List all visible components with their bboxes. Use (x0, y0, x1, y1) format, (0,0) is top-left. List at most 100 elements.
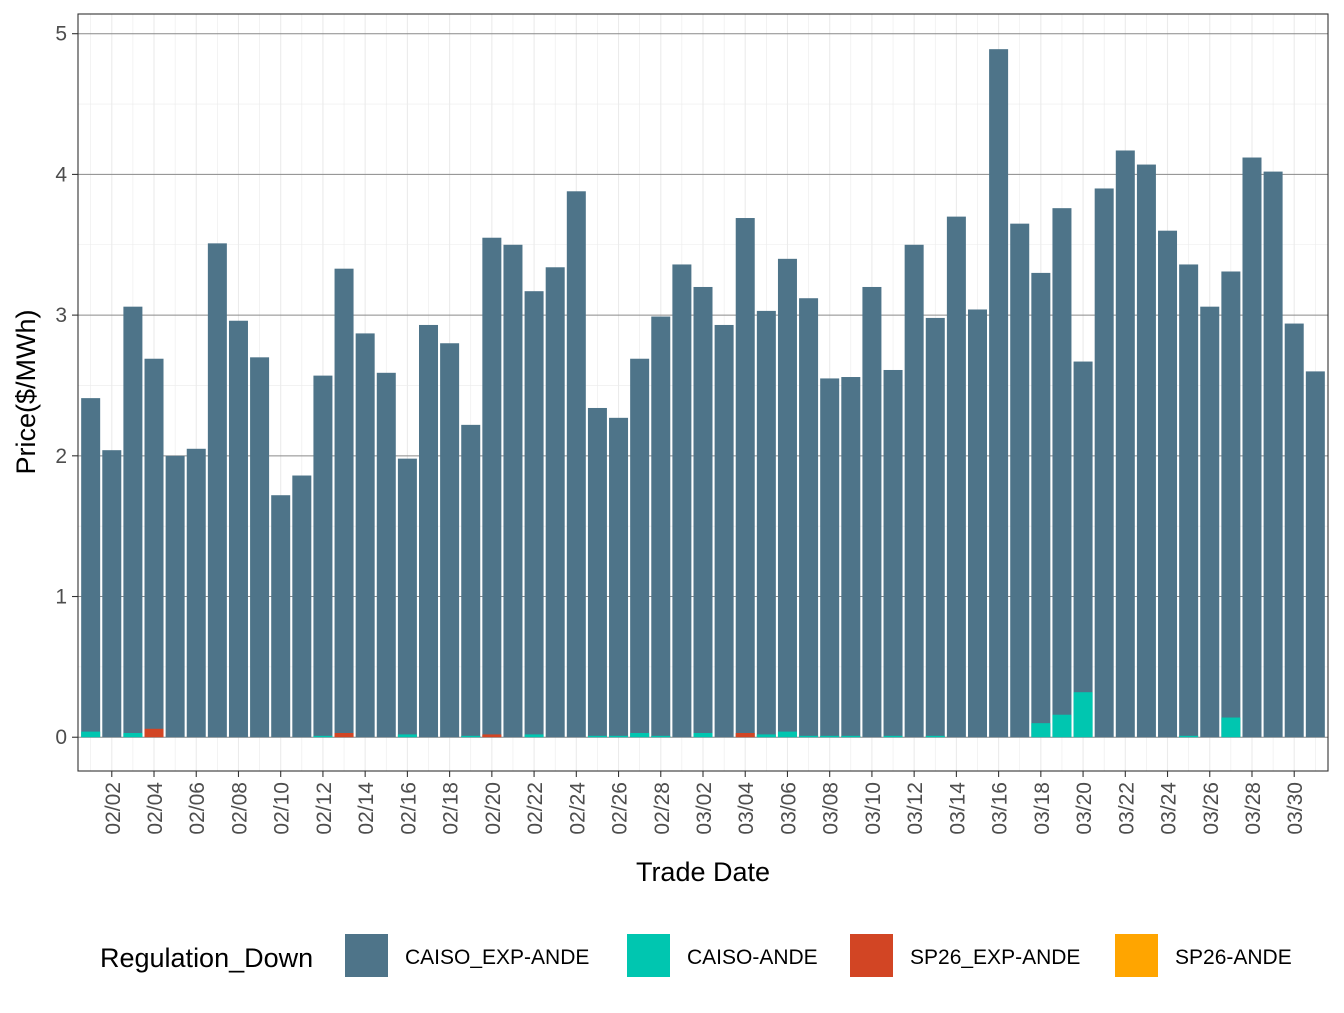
bar-caiso_exp-ande (102, 450, 122, 738)
x-tick-label: 02/22 (524, 782, 547, 835)
bar-caiso-ande (81, 731, 101, 738)
x-tick-label: 02/04 (144, 782, 167, 835)
bar-caiso_exp-ande (1179, 264, 1199, 738)
y-tick-label: 4 (55, 163, 67, 186)
legend-label: SP26_EXP-ANDE (910, 946, 1080, 969)
bar-caiso_exp-ande (207, 243, 227, 738)
x-tick-label: 02/12 (313, 782, 336, 835)
bar-caiso_exp-ande (1158, 230, 1178, 738)
bar-caiso-ande (693, 733, 713, 738)
bar-caiso_exp-ande (799, 298, 819, 738)
bar-caiso_exp-ande (967, 309, 987, 738)
bar-caiso_exp-ande (862, 286, 882, 738)
x-tick-label: 03/28 (1242, 782, 1265, 835)
bar-caiso_exp-ande (524, 291, 544, 738)
bar-caiso_exp-ande (1031, 272, 1051, 738)
bar-caiso-ande (524, 734, 544, 738)
x-tick-label: 03/10 (862, 782, 885, 835)
bar-caiso-ande (123, 733, 143, 738)
bar-sp26_exp-ande (482, 734, 502, 738)
bar-sp26_exp-ande (334, 733, 354, 738)
bar-sp26_exp-ande (735, 733, 755, 738)
bar-caiso-ande (925, 735, 945, 738)
bar-caiso_exp-ande (123, 306, 143, 738)
bar-caiso_exp-ande (777, 258, 797, 738)
bar-caiso-ande (1221, 717, 1241, 738)
x-tick-label: 02/20 (482, 782, 505, 835)
bar-caiso_exp-ande (1221, 271, 1241, 738)
x-tick-label: 03/24 (1158, 782, 1181, 835)
bar-caiso_exp-ande (503, 244, 523, 738)
bar-caiso_exp-ande (1073, 361, 1093, 738)
bar-caiso_exp-ande (841, 377, 861, 738)
bar-caiso_exp-ande (630, 358, 650, 738)
bar-caiso_exp-ande (566, 191, 586, 738)
bar-caiso_exp-ande (482, 237, 502, 738)
bar-caiso_exp-ande (250, 357, 270, 738)
x-tick-label: 02/14 (355, 782, 378, 835)
bar-caiso_exp-ande (334, 268, 354, 738)
x-tick-label: 02/24 (566, 782, 589, 835)
legend-label: SP26-ANDE (1175, 946, 1292, 969)
x-tick-label: 02/16 (397, 782, 420, 835)
bar-caiso_exp-ande (461, 424, 481, 738)
bars (81, 49, 1325, 738)
bar-caiso_exp-ande (735, 218, 755, 738)
x-tick-label: 03/14 (946, 782, 969, 835)
bar-caiso_exp-ande (376, 372, 396, 738)
y-tick-label: 2 (55, 445, 67, 468)
bar-caiso_exp-ande (925, 317, 945, 738)
bar-caiso_exp-ande (883, 369, 903, 738)
legend-key-sp26-ande (1115, 934, 1158, 977)
x-tick-label: 03/08 (820, 782, 843, 835)
bar-caiso_exp-ande (714, 324, 734, 738)
bar-caiso-ande (651, 735, 671, 738)
bar-caiso_exp-ande (1284, 323, 1304, 738)
y-axis-title: Price($/MWh) (11, 309, 41, 474)
bar-caiso_exp-ande (545, 267, 565, 738)
bar-caiso_exp-ande (609, 417, 629, 738)
bar-caiso_exp-ande (144, 358, 164, 738)
legend-key-caiso-ande (627, 934, 670, 977)
x-tick-label: 03/06 (777, 782, 800, 835)
legend-key-caiso_exp-ande (345, 934, 388, 977)
x-tick-label: 03/22 (1115, 782, 1138, 835)
bar-caiso-ande (777, 731, 797, 738)
bar-caiso_exp-ande (587, 407, 607, 738)
x-tick-label: 02/18 (440, 782, 463, 835)
bar-caiso_exp-ande (756, 310, 776, 738)
x-tick-label: 02/08 (228, 782, 251, 835)
bar-caiso_exp-ande (397, 458, 417, 738)
x-tick-label: 02/28 (651, 782, 674, 835)
bar-caiso_exp-ande (904, 244, 924, 738)
y-tick-label: 5 (55, 23, 67, 46)
x-tick-label: 03/20 (1073, 782, 1096, 835)
bar-caiso-ande (609, 735, 629, 738)
x-tick-label: 03/16 (989, 782, 1012, 835)
x-tick-label: 03/04 (735, 782, 758, 835)
bar-caiso_exp-ande (440, 343, 460, 738)
bar-caiso_exp-ande (1263, 171, 1283, 738)
bar-caiso-ande (820, 735, 840, 738)
x-tick-label: 03/30 (1284, 782, 1307, 835)
bar-caiso_exp-ande (1242, 157, 1262, 738)
y-tick-label: 1 (55, 586, 67, 609)
bar-caiso_exp-ande (1200, 306, 1220, 738)
bar-caiso-ande (756, 734, 776, 738)
bar-caiso_exp-ande (186, 448, 206, 738)
bar-caiso-ande (1073, 692, 1093, 738)
x-tick-label: 02/06 (186, 782, 209, 835)
legend: Regulation_Down CAISO_EXP-ANDE CAISO-ANDE… (100, 934, 1292, 977)
bar-caiso_exp-ande (1305, 371, 1325, 738)
bar-caiso_exp-ande (1010, 223, 1030, 738)
bar-caiso_exp-ande (989, 49, 1009, 738)
bar-caiso-ande (313, 735, 333, 738)
bar-caiso_exp-ande (1115, 150, 1135, 738)
bar-caiso_exp-ande (81, 398, 101, 738)
bar-caiso-ande (841, 735, 861, 738)
x-tick-label: 02/26 (609, 782, 632, 835)
x-axis-title: Trade Date (636, 857, 770, 887)
bar-caiso_exp-ande (693, 286, 713, 738)
